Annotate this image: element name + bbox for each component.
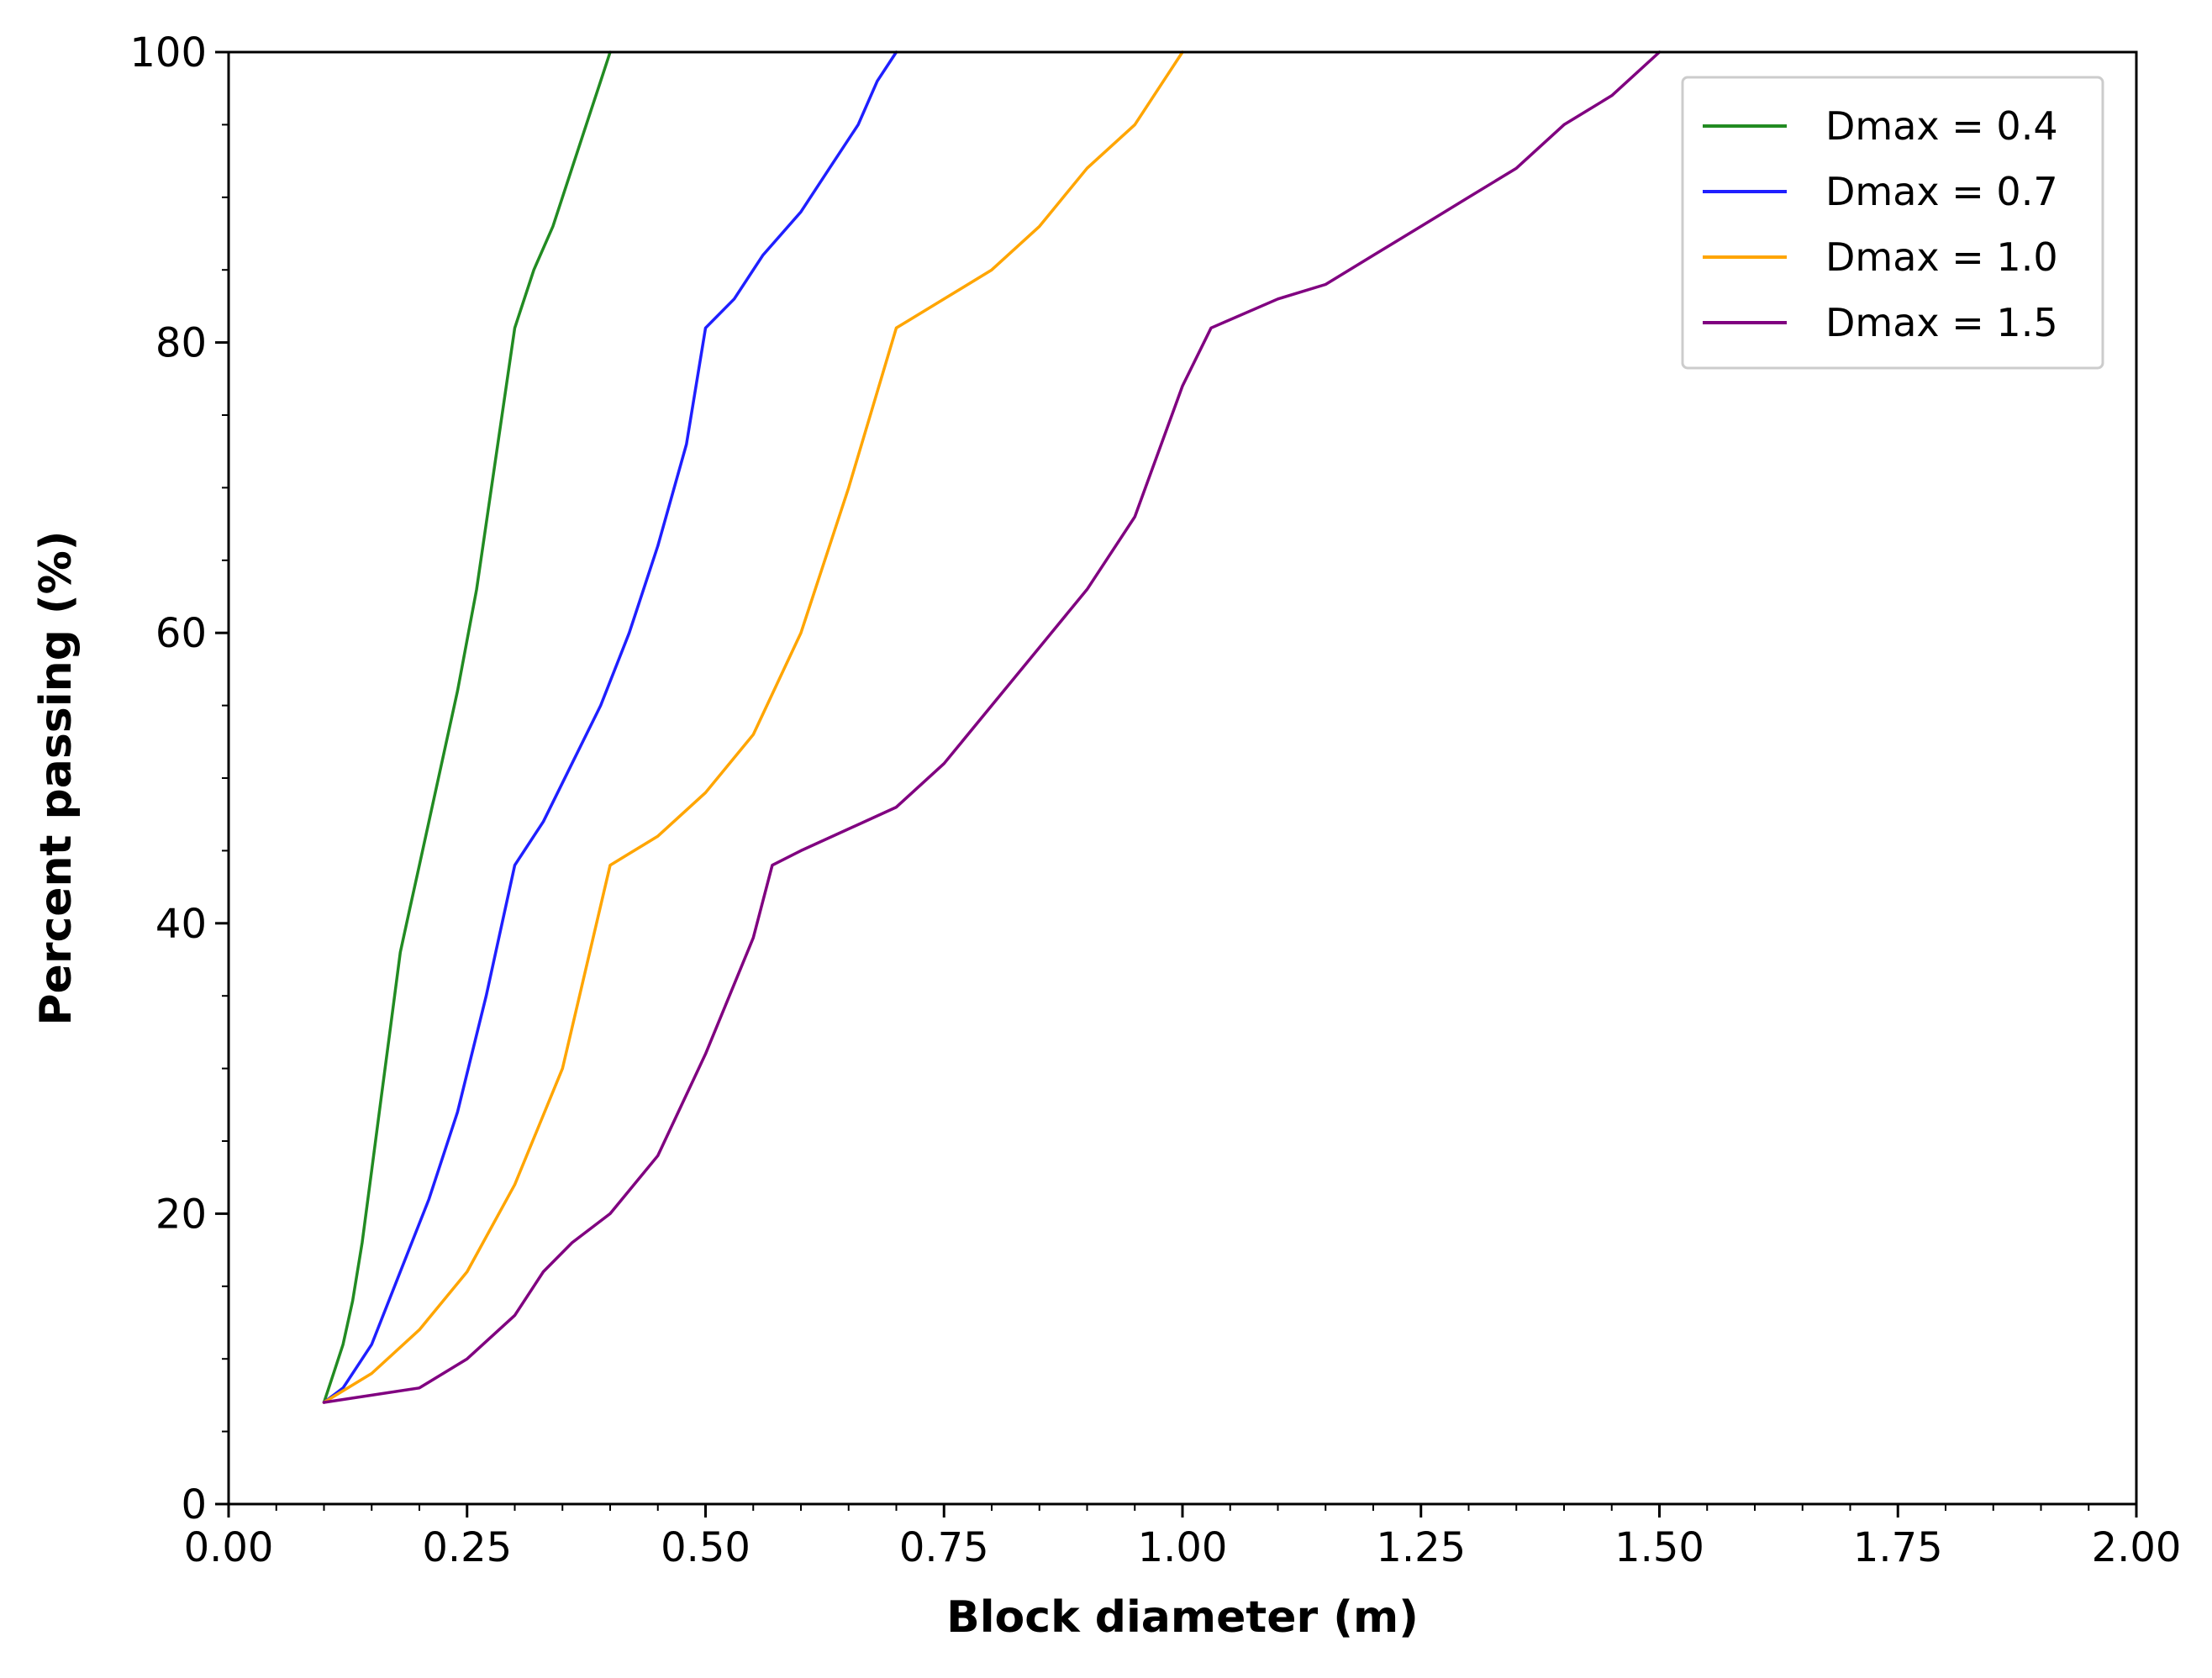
x-tick-label: 0.25 [422, 1524, 512, 1571]
y-axis-ticks: 0 20 40 60 80 100 [129, 29, 229, 1528]
series-line-2 [322, 50, 898, 1404]
legend-box [1681, 76, 2104, 370]
x-tick-label: 1.75 [1853, 1524, 1943, 1571]
y-tick-label: 40 [155, 901, 207, 948]
series-layer [322, 50, 1662, 1404]
x-tick-label: 0.50 [661, 1524, 750, 1571]
y-tick-label: 0 [181, 1481, 207, 1528]
legend-label-3: Dmax = 1.0 [1825, 234, 2058, 280]
y-tick-label: 20 [155, 1191, 207, 1238]
legend-label-2: Dmax = 0.7 [1825, 169, 2058, 214]
x-tick-label: 0.00 [184, 1524, 274, 1571]
x-tick-label: 1.50 [1614, 1524, 1704, 1571]
legend-label-4: Dmax = 1.5 [1825, 300, 2058, 345]
legend: Dmax = 0.4 Dmax = 0.7 Dmax = 1.0 Dmax = 1.5 [1681, 76, 2104, 370]
y-tick-label: 100 [129, 29, 207, 76]
y-tick-label: 80 [155, 320, 207, 367]
x-tick-label: 1.25 [1376, 1524, 1466, 1571]
x-tick-label: 0.75 [899, 1524, 989, 1571]
series-line-4 [322, 50, 1662, 1404]
x-axis-ticks: 0.00 0.25 0.50 0.75 1.00 1.25 1.50 1.75 2.00 [184, 1504, 2182, 1571]
x-tick-label: 1.00 [1138, 1524, 1228, 1571]
series-line-1 [322, 50, 612, 1404]
y-tick-label: 60 [155, 610, 207, 657]
y-axis-title: Percent passing (%) [31, 530, 82, 1025]
x-tick-label: 2.00 [2092, 1524, 2182, 1571]
x-axis-title: Block diameter (m) [946, 1592, 1419, 1643]
legend-label-1: Dmax = 0.4 [1825, 103, 2058, 149]
series-line-3 [322, 50, 1184, 1404]
